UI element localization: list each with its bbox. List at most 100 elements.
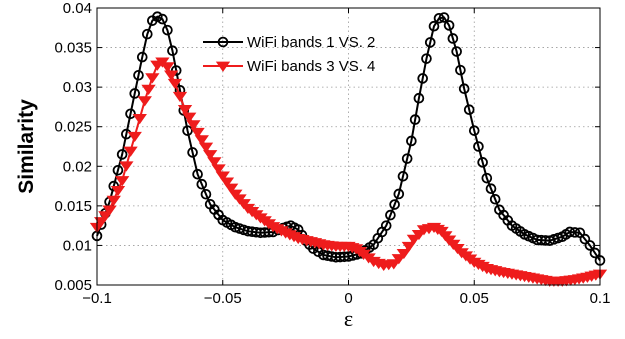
y-tick-label: 0.015 <box>54 198 92 215</box>
data-point <box>129 88 141 99</box>
y-tick-label: 0.035 <box>54 40 92 57</box>
data-point <box>564 226 576 238</box>
data-point <box>421 53 432 64</box>
data-point <box>385 209 396 221</box>
data-point <box>145 73 160 84</box>
y-axis-title: Similarity <box>15 99 38 194</box>
data-point <box>137 96 152 107</box>
x-tick-label: −0.1 <box>82 290 112 307</box>
data-point <box>219 177 235 188</box>
data-point <box>473 141 484 152</box>
data-point <box>194 135 209 146</box>
data-point <box>451 46 462 57</box>
legend: WiFi bands 1 VS. 2 WiFi bands 3 VS. 4 <box>203 34 375 75</box>
data-point <box>380 220 392 231</box>
data-point <box>164 70 179 81</box>
grid <box>97 8 600 285</box>
y-tick-label: 0.025 <box>54 119 92 136</box>
data-point <box>406 234 422 245</box>
data-point <box>397 171 409 182</box>
data-point <box>112 164 124 176</box>
data-point <box>417 73 428 84</box>
data-point <box>190 127 205 139</box>
data-point <box>102 205 117 216</box>
data-point <box>160 62 175 73</box>
data-point <box>481 172 493 184</box>
legend-marker <box>215 61 231 72</box>
data-point <box>584 240 596 251</box>
legend-item-1: WiFi bands 1 VS. 2 <box>203 34 375 51</box>
data-point <box>177 104 193 116</box>
x-tick-label: −0.05 <box>204 290 242 307</box>
data-point <box>207 157 222 168</box>
series-1 <box>91 11 606 266</box>
data-point <box>133 69 144 81</box>
data-point <box>477 157 488 168</box>
data-point <box>106 195 121 206</box>
x-axis-title: ε <box>344 306 353 331</box>
data-point <box>455 64 466 76</box>
data-point <box>198 142 214 153</box>
data-point <box>136 51 148 63</box>
legend-item-2: WiFi bands 3 VS. 4 <box>203 58 375 75</box>
data-point <box>132 114 147 125</box>
series-layer <box>89 11 608 287</box>
data-point <box>433 12 445 24</box>
data-point <box>389 199 400 210</box>
data-point <box>187 147 198 158</box>
data-point <box>406 135 417 147</box>
data-point <box>167 78 183 90</box>
data-point <box>125 108 136 120</box>
data-point <box>141 84 156 95</box>
x-tick-label: 0.1 <box>590 290 611 307</box>
data-point <box>458 83 470 95</box>
data-point <box>401 153 413 164</box>
y-tick-label: 0.005 <box>54 277 92 294</box>
data-point <box>157 13 168 25</box>
data-point <box>162 24 173 36</box>
data-point <box>192 168 203 180</box>
legend-label: WiFi bands 1 VS. 2 <box>247 34 375 51</box>
data-point <box>409 114 421 125</box>
data-point <box>438 12 450 23</box>
data-point <box>386 259 401 270</box>
series-2 <box>89 57 608 287</box>
data-point <box>152 11 163 23</box>
data-point <box>223 183 239 194</box>
data-point <box>215 171 230 182</box>
data-point <box>485 183 497 195</box>
data-point <box>186 120 201 131</box>
x-tick-label: 0.05 <box>460 290 489 307</box>
data-point <box>579 233 591 245</box>
data-point <box>569 227 581 238</box>
data-point <box>401 241 417 253</box>
y-tick-label: 0.01 <box>63 237 92 254</box>
data-point <box>110 185 126 197</box>
data-point <box>182 125 193 136</box>
data-point <box>411 230 427 241</box>
legend-marker <box>217 36 229 48</box>
data-point <box>468 125 480 136</box>
data-point <box>396 248 411 260</box>
data-point <box>447 33 459 44</box>
data-point <box>489 193 501 205</box>
data-point <box>119 161 134 172</box>
y-tick-label: 0.04 <box>63 0 92 17</box>
data-point <box>200 188 212 200</box>
data-point <box>127 131 142 143</box>
data-point <box>182 112 197 123</box>
y-tick-label: 0.03 <box>63 79 92 96</box>
data-point <box>589 247 601 259</box>
data-point <box>413 92 425 104</box>
data-point <box>116 149 128 160</box>
x-tick-label: 0 <box>344 290 352 307</box>
data-point <box>574 227 586 239</box>
data-point <box>391 254 406 265</box>
axis-ticks: −0.1 −0.05 0 0.05 0.1 0.005 0.01 0.015 0.02 0.025… <box>54 0 610 307</box>
data-point <box>393 188 405 200</box>
data-point <box>203 150 218 161</box>
data-point <box>463 104 475 115</box>
data-point <box>443 20 455 31</box>
